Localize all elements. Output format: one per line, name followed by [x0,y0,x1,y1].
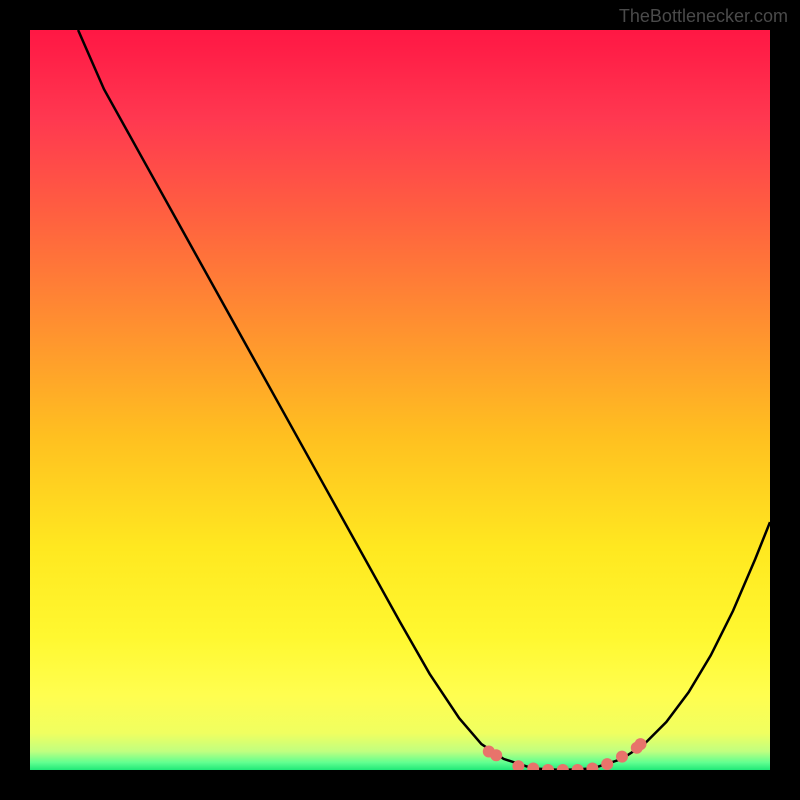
marker-point [490,749,502,761]
marker-point [572,764,584,770]
watermark-text: TheBottlenecker.com [619,6,788,27]
marker-point [527,763,539,770]
marker-point [542,764,554,770]
plot-area [30,30,770,770]
marker-point [557,764,569,770]
curve-layer [30,30,770,770]
marker-point [586,763,598,770]
marker-group [483,738,647,770]
marker-point [601,758,613,770]
bottleneck-curve [78,30,770,770]
marker-point [635,738,647,750]
marker-point [616,751,628,763]
